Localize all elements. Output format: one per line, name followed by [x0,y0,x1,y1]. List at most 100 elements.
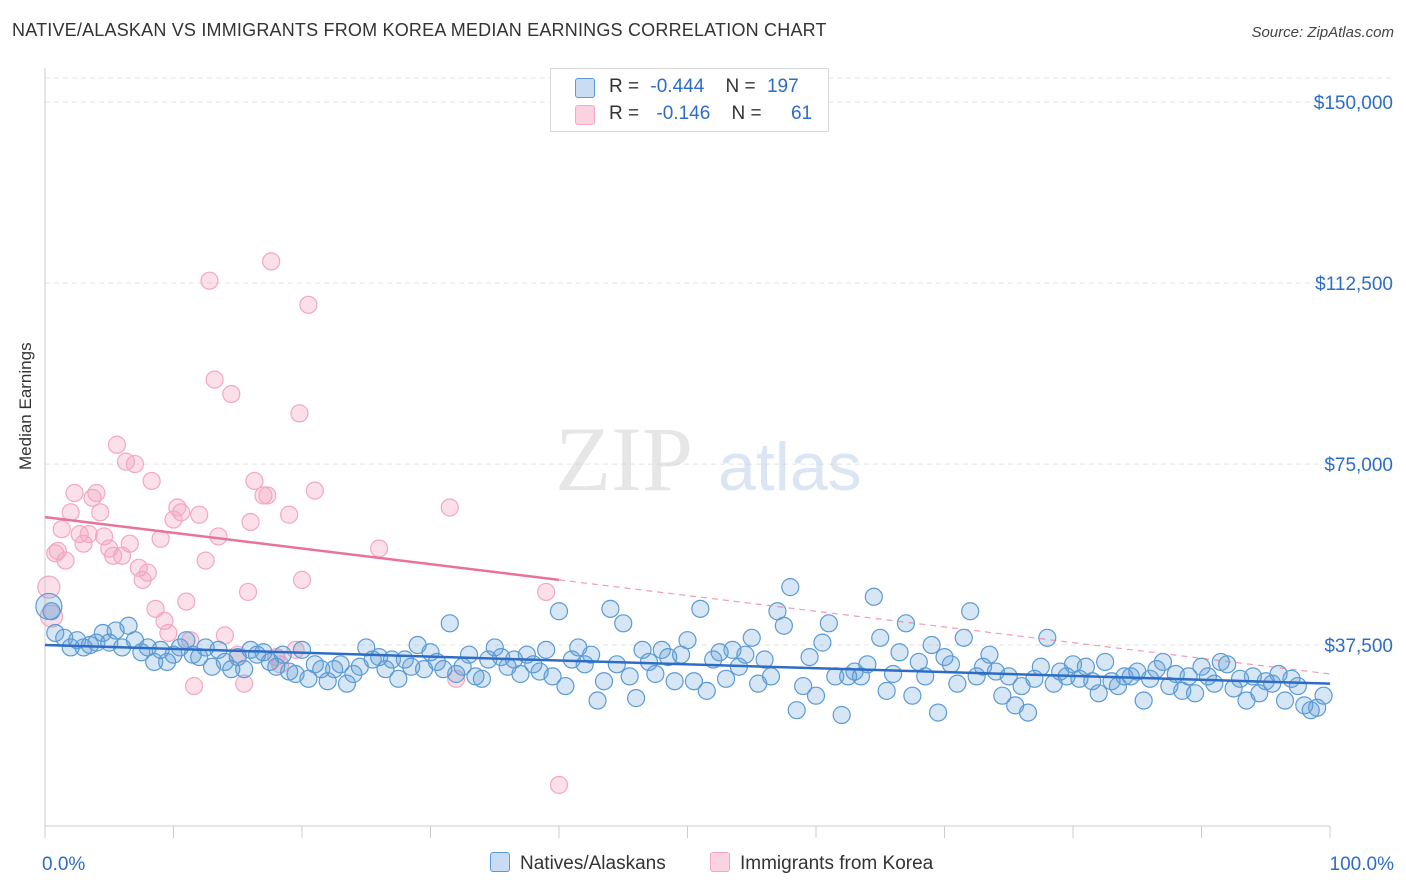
data-point-natives [877,681,896,700]
y-tick-label: $75,000 [1324,455,1393,476]
y-tick-label: $112,500 [1315,274,1393,295]
data-point-korea [245,471,264,491]
data-point-korea [537,582,556,602]
data-point-natives [1263,674,1282,693]
data-point-natives [273,645,292,664]
data-point-natives [1185,684,1205,703]
data-point-natives [948,674,967,693]
immigrants-from-korea-points [37,252,569,795]
data-point-natives [652,640,671,659]
data-point-korea [48,541,67,561]
data-point-natives [42,602,61,621]
chart-title: NATIVE/ALASKAN VS IMMIGRANTS FROM KOREA … [12,20,827,40]
data-point-natives [794,676,813,696]
data-point-natives [819,614,838,633]
data-point-natives [941,655,961,674]
data-point-korea [238,582,258,602]
data-point-korea [164,510,183,529]
data-point-natives [588,691,607,710]
data-point-korea [299,295,318,314]
data-point-natives [344,664,363,684]
data-point-korea [254,486,273,505]
data-point-natives [1205,674,1224,693]
watermark-zip: ZIP [555,408,693,510]
data-point-natives [954,628,973,647]
grid-lines [45,77,1395,646]
legend-swatch-pink [575,105,595,125]
data-point-natives [440,614,459,633]
data-point-korea [177,592,196,611]
data-point-korea [205,370,224,389]
legend-swatch-blue [575,78,595,98]
data-point-natives [331,655,350,674]
data-point-natives [607,655,626,674]
data-point-natives [1134,691,1153,710]
data-point-korea [440,498,459,517]
data-point-korea [190,505,209,524]
data-point-natives [1031,657,1050,676]
data-point-natives [871,628,890,647]
data-point-natives [980,645,999,664]
data-point-natives [620,667,639,686]
data-point-korea [184,676,204,696]
data-point-korea [292,570,312,589]
legend-r-value: -0.444 [650,76,705,97]
data-point-korea [87,483,106,503]
data-point-natives [472,669,491,688]
legend-n-label: N = [731,103,762,124]
data-point-natives [614,614,633,633]
data-point-natives [459,645,479,664]
data-point-korea [142,471,161,491]
data-point-natives [164,645,183,664]
data-point-natives [543,667,562,686]
data-point-natives [537,640,556,659]
data-point-korea [290,404,309,423]
data-point-natives [896,614,916,633]
data-point-korea [65,483,84,503]
data-point-natives [594,672,614,691]
data-point-korea [258,486,277,505]
data-point-korea [305,481,324,500]
data-point-korea [155,611,174,631]
trend-line-korea-extension [558,579,1331,675]
data-point-korea [159,623,178,643]
bottom-legend-label: Natives/Alaskans [520,853,666,874]
legend-r-label: R = [609,76,640,97]
legend-n-label: N = [725,76,756,97]
data-point-korea [196,551,215,570]
data-point-natives [736,645,755,664]
data-point-natives [1038,628,1057,647]
bottom-legend-natives: Natives/Alaskans [490,852,666,875]
data-point-natives [1089,684,1108,703]
data-point-natives [626,689,646,708]
data-point-natives [903,686,922,705]
chart-source: Source: ZipAtlas.com [1251,24,1394,41]
data-point-natives [556,676,575,696]
data-point-natives [1275,691,1295,710]
watermark-atlas: atlas [718,429,862,505]
data-point-natives [235,660,254,679]
data-point-natives [742,628,761,647]
data-point-natives [665,672,684,691]
x-tick-label-start: 0.0% [42,854,85,875]
x-tick-label-end: 100.0% [1330,854,1395,875]
data-point-natives [678,631,697,650]
data-point-korea [91,503,110,522]
data-point-natives [684,672,704,691]
legend-r-value: -0.146 [656,103,711,124]
bottom-legend-korea: Immigrants from Korea [710,852,933,875]
data-point-natives [389,669,408,688]
data-point-natives [1096,652,1115,672]
data-point-natives [1218,655,1237,674]
data-point-natives [485,638,504,657]
data-point-natives [890,643,909,662]
data-point-korea [52,520,71,539]
data-point-natives [447,664,466,684]
bottom-legend-swatch-blue [490,852,510,872]
data-point-natives [691,599,710,618]
data-point-natives [376,660,395,679]
data-point-natives [999,667,1018,686]
data-point-natives [1153,652,1173,672]
data-point-natives [864,587,883,606]
trend-line-natives [44,643,1331,685]
